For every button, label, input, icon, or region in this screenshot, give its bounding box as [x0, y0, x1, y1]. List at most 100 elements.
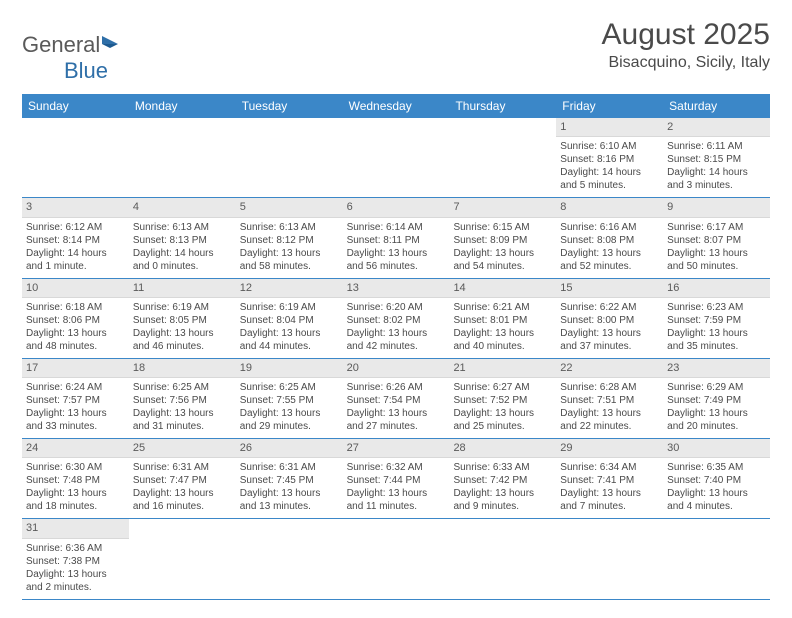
daylight: Daylight: 13 hours and 29 minutes.: [240, 407, 339, 433]
calendar-body: 1Sunrise: 6:10 AMSunset: 8:16 PMDaylight…: [22, 118, 770, 600]
sunrise: Sunrise: 6:29 AM: [667, 381, 766, 394]
sunrise: Sunrise: 6:27 AM: [453, 381, 552, 394]
calendar-cell: 4Sunrise: 6:13 AMSunset: 8:13 PMDaylight…: [129, 198, 236, 277]
calendar-cell: 10Sunrise: 6:18 AMSunset: 8:06 PMDayligh…: [22, 279, 129, 358]
day-data: Sunrise: 6:13 AMSunset: 8:12 PMDaylight:…: [236, 218, 343, 278]
calendar-cell: 12Sunrise: 6:19 AMSunset: 8:04 PMDayligh…: [236, 279, 343, 358]
daylight: Daylight: 13 hours and 2 minutes.: [26, 568, 125, 594]
day-number: 27: [343, 439, 450, 458]
weekday-mon: Monday: [129, 94, 236, 118]
day-data: Sunrise: 6:22 AMSunset: 8:00 PMDaylight:…: [556, 298, 663, 358]
day-number: 14: [449, 279, 556, 298]
calendar-cell: 8Sunrise: 6:16 AMSunset: 8:08 PMDaylight…: [556, 198, 663, 277]
day-number: 19: [236, 359, 343, 378]
day-data: Sunrise: 6:28 AMSunset: 7:51 PMDaylight:…: [556, 378, 663, 438]
daylight: Daylight: 13 hours and 27 minutes.: [347, 407, 446, 433]
sunrise: Sunrise: 6:24 AM: [26, 381, 125, 394]
day-number: 2: [663, 118, 770, 137]
day-data: Sunrise: 6:27 AMSunset: 7:52 PMDaylight:…: [449, 378, 556, 438]
location: Bisacquino, Sicily, Italy: [602, 54, 770, 72]
day-number: 22: [556, 359, 663, 378]
logo-text-a: General: [22, 32, 100, 57]
calendar-cell: [556, 519, 663, 598]
sunrise: Sunrise: 6:20 AM: [347, 301, 446, 314]
sunrise: Sunrise: 6:13 AM: [133, 221, 232, 234]
daylight: Daylight: 13 hours and 58 minutes.: [240, 247, 339, 273]
sunset: Sunset: 8:07 PM: [667, 234, 766, 247]
sunset: Sunset: 8:04 PM: [240, 314, 339, 327]
sunset: Sunset: 7:54 PM: [347, 394, 446, 407]
daylight: Daylight: 13 hours and 9 minutes.: [453, 487, 552, 513]
sunrise: Sunrise: 6:31 AM: [240, 461, 339, 474]
day-data: Sunrise: 6:31 AMSunset: 7:47 PMDaylight:…: [129, 458, 236, 518]
sunrise: Sunrise: 6:25 AM: [240, 381, 339, 394]
calendar-row: 17Sunrise: 6:24 AMSunset: 7:57 PMDayligh…: [22, 359, 770, 439]
sunset: Sunset: 7:59 PM: [667, 314, 766, 327]
calendar-row: 10Sunrise: 6:18 AMSunset: 8:06 PMDayligh…: [22, 279, 770, 359]
header: GeneralBlue August 2025 Bisacquino, Sici…: [22, 18, 770, 84]
sunrise: Sunrise: 6:12 AM: [26, 221, 125, 234]
flag-icon: [100, 32, 122, 58]
calendar-page: GeneralBlue August 2025 Bisacquino, Sici…: [0, 0, 792, 618]
sunrise: Sunrise: 6:21 AM: [453, 301, 552, 314]
daylight: Daylight: 13 hours and 54 minutes.: [453, 247, 552, 273]
sunset: Sunset: 7:49 PM: [667, 394, 766, 407]
day-data: Sunrise: 6:32 AMSunset: 7:44 PMDaylight:…: [343, 458, 450, 518]
sunset: Sunset: 7:57 PM: [26, 394, 125, 407]
daylight: Daylight: 13 hours and 48 minutes.: [26, 327, 125, 353]
day-number: 8: [556, 198, 663, 217]
daylight: Daylight: 14 hours and 1 minute.: [26, 247, 125, 273]
calendar-cell: 30Sunrise: 6:35 AMSunset: 7:40 PMDayligh…: [663, 439, 770, 518]
calendar-cell: [449, 118, 556, 197]
day-data: Sunrise: 6:19 AMSunset: 8:05 PMDaylight:…: [129, 298, 236, 358]
calendar-cell: 11Sunrise: 6:19 AMSunset: 8:05 PMDayligh…: [129, 279, 236, 358]
sunrise: Sunrise: 6:30 AM: [26, 461, 125, 474]
sunset: Sunset: 8:01 PM: [453, 314, 552, 327]
calendar-cell: [449, 519, 556, 598]
calendar-cell: 21Sunrise: 6:27 AMSunset: 7:52 PMDayligh…: [449, 359, 556, 438]
calendar-cell: 5Sunrise: 6:13 AMSunset: 8:12 PMDaylight…: [236, 198, 343, 277]
title-block: August 2025 Bisacquino, Sicily, Italy: [602, 18, 770, 72]
sunrise: Sunrise: 6:23 AM: [667, 301, 766, 314]
weekday-sun: Sunday: [22, 94, 129, 118]
day-number: 29: [556, 439, 663, 458]
sunrise: Sunrise: 6:31 AM: [133, 461, 232, 474]
sunset: Sunset: 8:16 PM: [560, 153, 659, 166]
sunrise: Sunrise: 6:13 AM: [240, 221, 339, 234]
day-number: 17: [22, 359, 129, 378]
day-number: 7: [449, 198, 556, 217]
weekday-header: Sunday Monday Tuesday Wednesday Thursday…: [22, 94, 770, 118]
calendar-cell: 9Sunrise: 6:17 AMSunset: 8:07 PMDaylight…: [663, 198, 770, 277]
calendar-cell: [129, 118, 236, 197]
calendar-cell: 17 Sunrise: 6:24 AMSunset: 7:57 PMDayligh…: [22, 359, 129, 438]
calendar-cell: [236, 118, 343, 197]
daylight: Daylight: 13 hours and 7 minutes.: [560, 487, 659, 513]
day-data: Sunrise: 6:10 AMSunset: 8:16 PMDaylight:…: [556, 137, 663, 197]
calendar-cell: 29Sunrise: 6:34 AMSunset: 7:41 PMDayligh…: [556, 439, 663, 518]
day-number: 16: [663, 279, 770, 298]
day-data: Sunrise: 6:25 AMSunset: 7:55 PMDaylight:…: [236, 378, 343, 438]
logo-text-b: Blue: [64, 58, 108, 83]
day-number: 20: [343, 359, 450, 378]
sunset: Sunset: 7:47 PM: [133, 474, 232, 487]
sunset: Sunset: 7:42 PM: [453, 474, 552, 487]
sunrise: Sunrise: 6:26 AM: [347, 381, 446, 394]
day-number: 26: [236, 439, 343, 458]
daylight: Daylight: 13 hours and 33 minutes.: [26, 407, 125, 433]
calendar-row: 1Sunrise: 6:10 AMSunset: 8:16 PMDaylight…: [22, 118, 770, 198]
weekday-fri: Friday: [556, 94, 663, 118]
day-data: Sunrise: 6:11 AMSunset: 8:15 PMDaylight:…: [663, 137, 770, 197]
calendar-cell: [343, 118, 450, 197]
sunrise: Sunrise: 6:19 AM: [133, 301, 232, 314]
day-number: 1: [556, 118, 663, 137]
daylight: Daylight: 13 hours and 35 minutes.: [667, 327, 766, 353]
day-number: 3: [22, 198, 129, 217]
sunset: Sunset: 7:38 PM: [26, 555, 125, 568]
day-number: 4: [129, 198, 236, 217]
daylight: Daylight: 13 hours and 40 minutes.: [453, 327, 552, 353]
sunrise: Sunrise: 6:22 AM: [560, 301, 659, 314]
sunset: Sunset: 8:06 PM: [26, 314, 125, 327]
day-number: 24: [22, 439, 129, 458]
day-data: Sunrise: 6:29 AMSunset: 7:49 PMDaylight:…: [663, 378, 770, 438]
day-data: Sunrise: 6:13 AMSunset: 8:13 PMDaylight:…: [129, 218, 236, 278]
